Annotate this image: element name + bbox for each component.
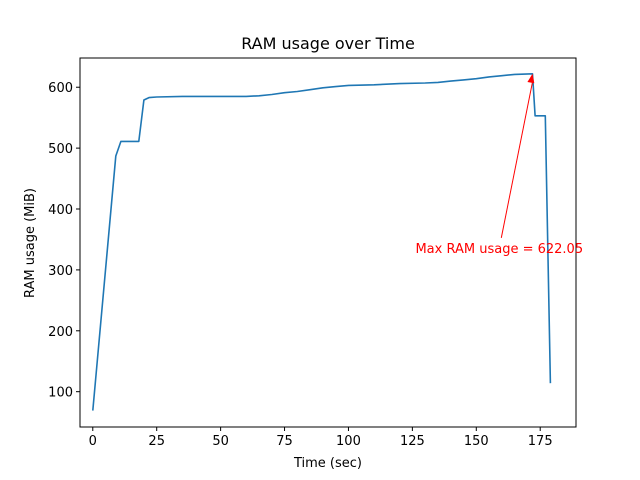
x-axis-title: Time (sec) [293, 456, 362, 471]
annotation-arrow-line [500, 81, 534, 238]
y-tick-label: 400 [48, 203, 73, 218]
max-ram-annotation: Max RAM usage = 622.05 [415, 242, 583, 257]
y-axis-title: RAM usage (MiB) [23, 188, 38, 298]
annotation-arrow-head [527, 73, 535, 84]
x-tick-label: 175 [528, 434, 553, 449]
x-tick-label: 0 [89, 434, 97, 449]
y-tick-label: 600 [48, 81, 73, 96]
y-tick-label: 500 [48, 142, 73, 157]
y-tick-label: 200 [48, 325, 73, 340]
x-tick-label: 125 [400, 434, 425, 449]
chart-title: RAM usage over Time [241, 34, 415, 53]
ram-usage-line [92, 73, 552, 411]
x-tick-label: 50 [212, 434, 229, 449]
x-tick-label: 100 [336, 434, 361, 449]
y-tick-label: 100 [48, 386, 73, 401]
plot-frame [79, 57, 577, 428]
x-tick-label: 150 [464, 434, 489, 449]
plot-area: 0 25 50 75 100 125 150 175 100 200 300 400 500 600 Max… [48, 57, 583, 449]
y-tick-label: 300 [48, 264, 73, 279]
x-tick-label: 75 [276, 434, 293, 449]
x-tick-label: 25 [148, 434, 165, 449]
